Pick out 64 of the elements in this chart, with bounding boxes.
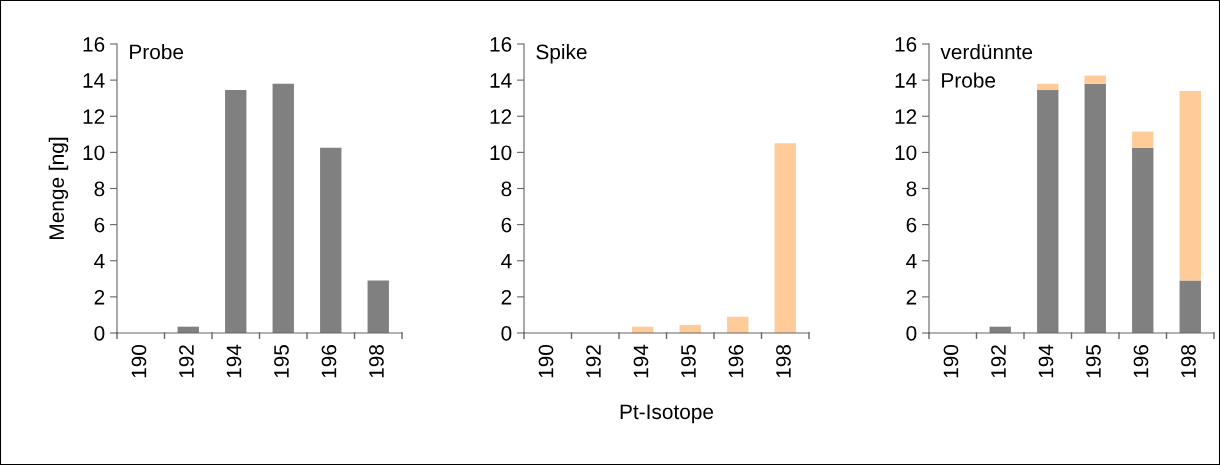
x-tick-label: 192	[586, 345, 601, 378]
y-tick-label: 16	[490, 37, 512, 52]
bar	[1084, 83, 1106, 333]
bar	[1037, 83, 1059, 91]
y-tick-label: 8	[94, 181, 105, 197]
x-tick-label: 196	[1133, 345, 1149, 378]
x-tick-label: 195	[681, 344, 696, 378]
y-tick-label: 4	[501, 253, 512, 269]
y-tick-label: 12	[83, 109, 105, 124]
x-tick-label: 192	[179, 345, 194, 378]
y-tick-label: 0	[501, 326, 512, 341]
x-tick-label: 194	[226, 344, 242, 378]
x-tick-label: 198	[369, 345, 384, 378]
y-tick-label: 12	[895, 109, 917, 124]
x-tick-label: 190	[538, 344, 554, 378]
y-tick-label: 4	[906, 253, 917, 269]
y-tick-label: 10	[490, 145, 512, 161]
bar	[320, 147, 342, 333]
y-tick-label: 2	[94, 289, 105, 305]
y-tick-label: 0	[94, 326, 105, 341]
x-axis-title: Pt-Isotope	[620, 404, 714, 424]
x-tick-label: 194	[1038, 344, 1054, 378]
bar	[1132, 147, 1154, 333]
y-tick-label: 14	[83, 73, 105, 88]
x-tick-label: 190	[131, 344, 147, 378]
bar	[1084, 75, 1106, 84]
x-tick-label: 196	[728, 345, 744, 378]
bar	[272, 83, 294, 333]
bar	[1037, 90, 1059, 333]
y-tick-label: 14	[895, 73, 917, 88]
x-tick-label: 195	[274, 344, 289, 378]
y-tick-label: 16	[83, 37, 105, 52]
y-tick-label: 6	[501, 217, 512, 233]
y-tick-label: 8	[906, 181, 917, 197]
bar	[774, 143, 796, 333]
x-tick-label: 196	[321, 345, 337, 378]
x-tick-label: 195	[1086, 344, 1101, 378]
y-tick-label: 14	[490, 73, 512, 88]
bar	[1132, 131, 1154, 148]
y-tick-label: 4	[94, 253, 105, 269]
x-tick-label: 198	[776, 345, 791, 378]
x-tick-label: 190	[943, 344, 959, 378]
y-tick-label: 6	[94, 217, 105, 233]
y-tick-label: 0	[906, 326, 917, 341]
text: verdünnte Probe	[940, 44, 1033, 88]
y-tick-label: 2	[906, 289, 917, 305]
bar	[367, 280, 389, 333]
y-tick-label: 2	[501, 289, 512, 305]
x-tick-label: 192	[991, 345, 1006, 378]
y-tick-label: 8	[501, 181, 512, 197]
y-tick-label: 10	[83, 145, 105, 161]
bar	[225, 90, 247, 333]
y-tick-label: 16	[895, 37, 917, 52]
bar	[1179, 280, 1201, 333]
y-axis-title: Menge [ng]	[48, 137, 69, 239]
x-tick-label: 194	[633, 344, 649, 378]
chart-title: Probe	[130, 44, 184, 60]
bar	[727, 316, 749, 333]
y-tick-label: 12	[490, 109, 512, 124]
y-tick-label: 10	[895, 145, 917, 161]
y-tick-label: 6	[906, 217, 917, 233]
bar	[1179, 90, 1201, 281]
chart-title: Spike	[536, 44, 587, 64]
x-tick-label: 198	[1181, 345, 1196, 378]
